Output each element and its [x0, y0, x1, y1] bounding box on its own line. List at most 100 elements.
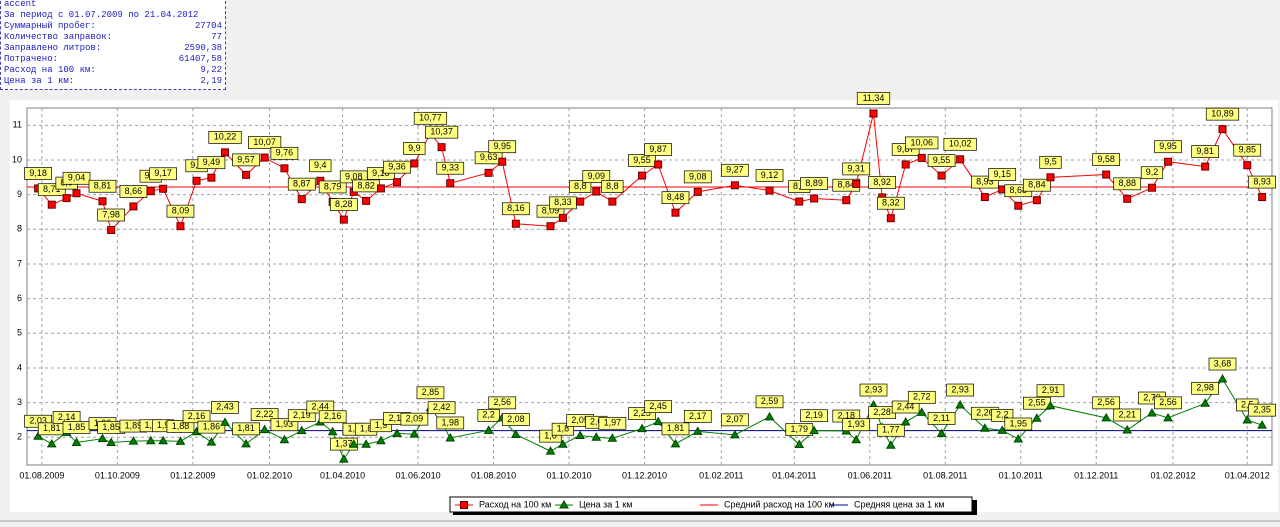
label-box: [424, 125, 459, 139]
data-label: 2,43: [216, 402, 234, 412]
marker: [901, 160, 910, 169]
marker: [72, 189, 81, 198]
label-box: [800, 177, 828, 190]
y-tick-label: 9: [17, 189, 22, 199]
data-label: 7,98: [102, 209, 120, 219]
label-box: [905, 136, 939, 150]
marker: [483, 425, 494, 434]
marker: [206, 437, 217, 446]
info-value: 61407,58: [178, 54, 222, 64]
data-label: 9,18: [29, 168, 47, 178]
x-tick-label: 01.08.2011: [923, 470, 967, 480]
info-name: accent: [4, 0, 37, 9]
marker: [545, 446, 556, 455]
marker: [241, 438, 251, 448]
data-label: 2,11: [389, 413, 406, 423]
label-box: [1023, 178, 1051, 192]
data-label: 1,81: [667, 423, 685, 433]
marker: [869, 109, 878, 118]
x-tick-label: 01.04.2010: [320, 470, 365, 480]
label-box: [501, 413, 530, 426]
data-label: 8,81: [94, 181, 112, 191]
marker: [1163, 412, 1173, 422]
data-label: 10,02: [949, 139, 972, 149]
data-label: 1,8: [557, 424, 570, 434]
label-box: [197, 420, 226, 434]
marker: [546, 222, 555, 231]
info-row: Количество заправок: 77: [4, 32, 222, 43]
marker: [297, 195, 306, 204]
marker: [146, 187, 155, 196]
data-label: 2,2: [482, 410, 495, 420]
legend-label: Цена за 1 км: [579, 499, 632, 509]
marker: [980, 423, 990, 432]
data-label: 2,16: [324, 411, 342, 421]
info-value: 77: [211, 32, 222, 42]
label-box: [800, 409, 828, 423]
marker: [242, 170, 251, 179]
marker: [1032, 196, 1041, 205]
marker: [33, 431, 43, 440]
data-label: 8,09: [542, 206, 560, 216]
x-tick-label: 01.02.2011: [699, 470, 743, 480]
label-box: [601, 180, 624, 193]
marker: [107, 226, 116, 235]
data-label: 3,68: [1214, 358, 1232, 368]
info-row: Заправлено литров: 2590,38: [4, 43, 222, 54]
data-label: 9,81: [1196, 146, 1214, 156]
marker: [207, 173, 216, 182]
label-box: [436, 161, 465, 175]
data-label: 2,22: [256, 409, 274, 419]
legend-label: Средний расход на 100 км: [724, 499, 835, 509]
marker: [1200, 398, 1211, 407]
marker: [1258, 193, 1267, 202]
x-tick-label: 01.06.2011: [848, 470, 892, 480]
data-label: 8,8: [606, 181, 619, 191]
data-label: 2,2: [996, 410, 1009, 420]
marker: [106, 437, 117, 446]
data-label: 9,49: [203, 157, 221, 167]
label-box: [1208, 357, 1237, 371]
label-box: [598, 416, 627, 430]
marker: [936, 428, 947, 437]
label-box: [166, 420, 195, 433]
marker: [410, 159, 419, 168]
data-label: 2,0: [590, 417, 603, 427]
label-box: [232, 153, 260, 167]
marker: [296, 425, 307, 435]
marker: [1013, 433, 1024, 443]
label-box: [501, 202, 530, 216]
data-label: 10,89: [1211, 109, 1234, 119]
data-label: 2,56: [1097, 397, 1115, 407]
marker: [260, 153, 269, 162]
marker: [852, 179, 861, 188]
data-label: 2,07: [726, 414, 744, 424]
data-label: 1,79: [790, 424, 808, 434]
x-tick-label: 01.08.2009: [19, 470, 64, 480]
data-label: 10,22: [214, 132, 237, 142]
legend-marker: [460, 501, 468, 509]
data-label: 9,36: [388, 162, 406, 172]
marker: [794, 439, 805, 449]
data-label: 9,4: [314, 160, 327, 170]
label-box: [1092, 153, 1121, 166]
marker: [810, 194, 819, 203]
data-label: 9,9: [408, 143, 421, 153]
data-label: 9,95: [493, 141, 511, 151]
label-box: [1248, 175, 1276, 189]
label-box: [400, 412, 429, 426]
data-label: 2,11: [933, 413, 950, 423]
marker: [159, 184, 168, 193]
info-value: 27704: [194, 21, 222, 31]
data-label: 2,55: [1028, 398, 1046, 408]
data-label: 2,28: [873, 407, 891, 417]
label-box: [1113, 177, 1142, 191]
x-tick-label: 01.10.2009: [95, 470, 140, 480]
marker: [1257, 420, 1267, 429]
marker: [338, 454, 349, 463]
marker: [47, 200, 56, 209]
data-label: 1,9: [375, 420, 388, 430]
y-tick-label: 6: [17, 293, 22, 303]
data-label: 8,8: [574, 181, 587, 191]
